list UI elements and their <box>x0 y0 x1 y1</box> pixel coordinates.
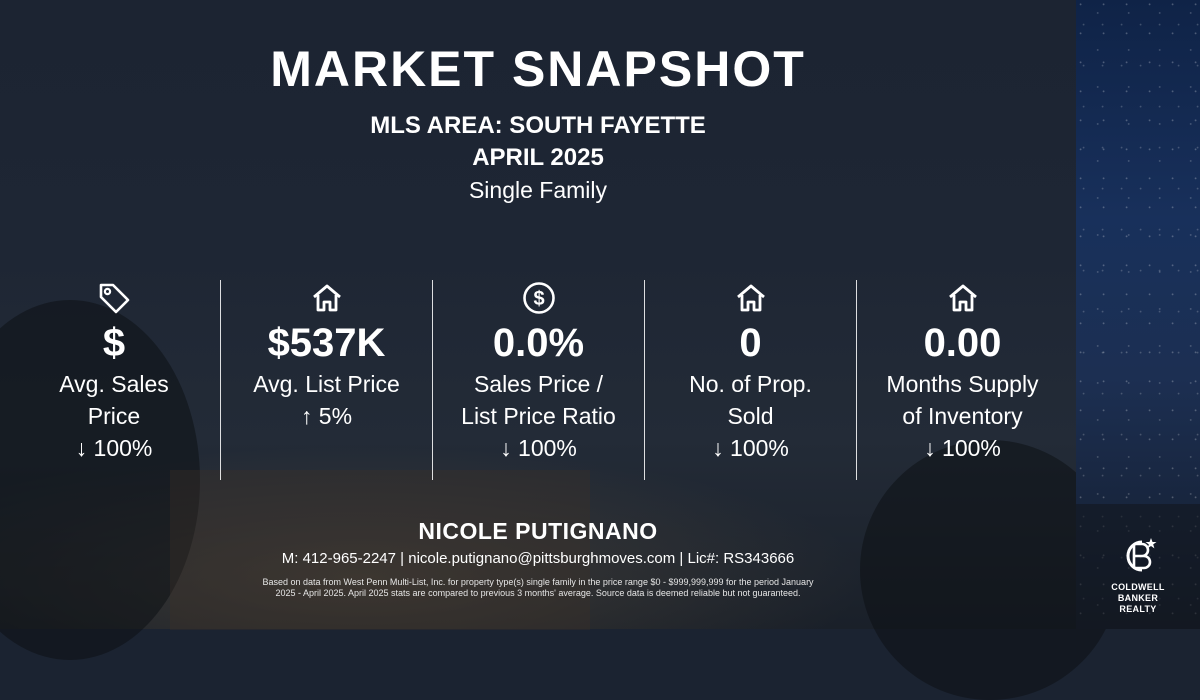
disclaimer: Based on data from West Penn Multi-List,… <box>230 577 846 599</box>
stat-value: 0.0% <box>492 321 585 365</box>
disclaimer-line1: Based on data from West Penn Multi-List,… <box>262 577 814 587</box>
page-title: MARKET SNAPSHOT <box>270 41 806 97</box>
stat-label-line1: Sales Price / <box>473 371 604 397</box>
stat-value: 0 <box>739 321 762 365</box>
house-icon <box>735 280 767 316</box>
stat-sales-list-ratio: $ 0.0% Sales Price / List Price Ratio ↓ … <box>432 280 644 480</box>
stat-label-line2: Sold <box>727 403 774 429</box>
stat-label-line2: Price <box>87 403 141 429</box>
tree-silhouette-left <box>0 300 200 660</box>
stat-label-line2: of Inventory <box>902 403 1023 429</box>
stat-change: ↓ 100% <box>712 435 789 461</box>
stats-row: $ Avg. Sales Price ↓ 100% $537K Avg. Lis… <box>8 280 1068 480</box>
brand-line-1: COLDWELL <box>1111 582 1165 592</box>
stat-value: 0.00 <box>923 321 1002 365</box>
stat-change: ↓ 100% <box>924 435 1001 461</box>
coldwell-banker-logo: COLDWELL BANKER REALTY <box>1076 504 1200 629</box>
stat-label-line1: Months Supply <box>886 371 1039 397</box>
brand-line-2: BANKER <box>1117 593 1159 603</box>
house-silhouette <box>170 470 590 630</box>
property-type: Single Family <box>468 177 608 203</box>
brand-line-3: REALTY <box>1119 604 1157 614</box>
stat-change: ↓ 100% <box>75 435 153 461</box>
snapshot-content: MARKET SNAPSHOT MLS AREA: SOUTH FAYETTE … <box>8 41 1068 599</box>
svg-text:$: $ <box>533 288 544 310</box>
dollar-circle-icon: $ <box>522 280 556 316</box>
agent-name: NICOLE PUTIGNANO <box>418 518 658 544</box>
agent-contact: M: 412-965-2247 | nicole.putignano@pitts… <box>281 550 795 567</box>
house-icon <box>311 280 343 316</box>
stat-change: ↓ 100% <box>500 435 577 461</box>
stat-properties-sold: 0 No. of Prop. Sold ↓ 100% <box>644 280 856 480</box>
house-icon <box>947 280 979 316</box>
stat-value: $537K <box>267 321 386 365</box>
stat-avg-list-price: $537K Avg. List Price ↑ 5% <box>220 280 432 480</box>
price-tag-icon <box>97 280 131 316</box>
stat-label-line2: List Price Ratio <box>461 403 616 429</box>
cb-monogram-icon <box>1118 534 1158 578</box>
report-period: APRIL 2025 <box>472 144 604 171</box>
stat-label-line1: No. of Prop. <box>689 371 812 397</box>
mls-area: MLS AREA: SOUTH FAYETTE <box>370 112 706 139</box>
stat-months-supply: 0.00 Months Supply of Inventory ↓ 100% <box>856 280 1068 480</box>
stat-change: ↑ 5% <box>300 403 353 429</box>
stat-avg-sales-price: $ Avg. Sales Price ↓ 100% <box>8 280 220 480</box>
disclaimer-line2: 2025 - April 2025. April 2025 stats are … <box>275 588 801 598</box>
stat-label-line1: Avg. List Price <box>253 371 400 397</box>
stat-label-line1: Avg. Sales <box>59 371 169 397</box>
stat-value: $ <box>102 321 126 365</box>
